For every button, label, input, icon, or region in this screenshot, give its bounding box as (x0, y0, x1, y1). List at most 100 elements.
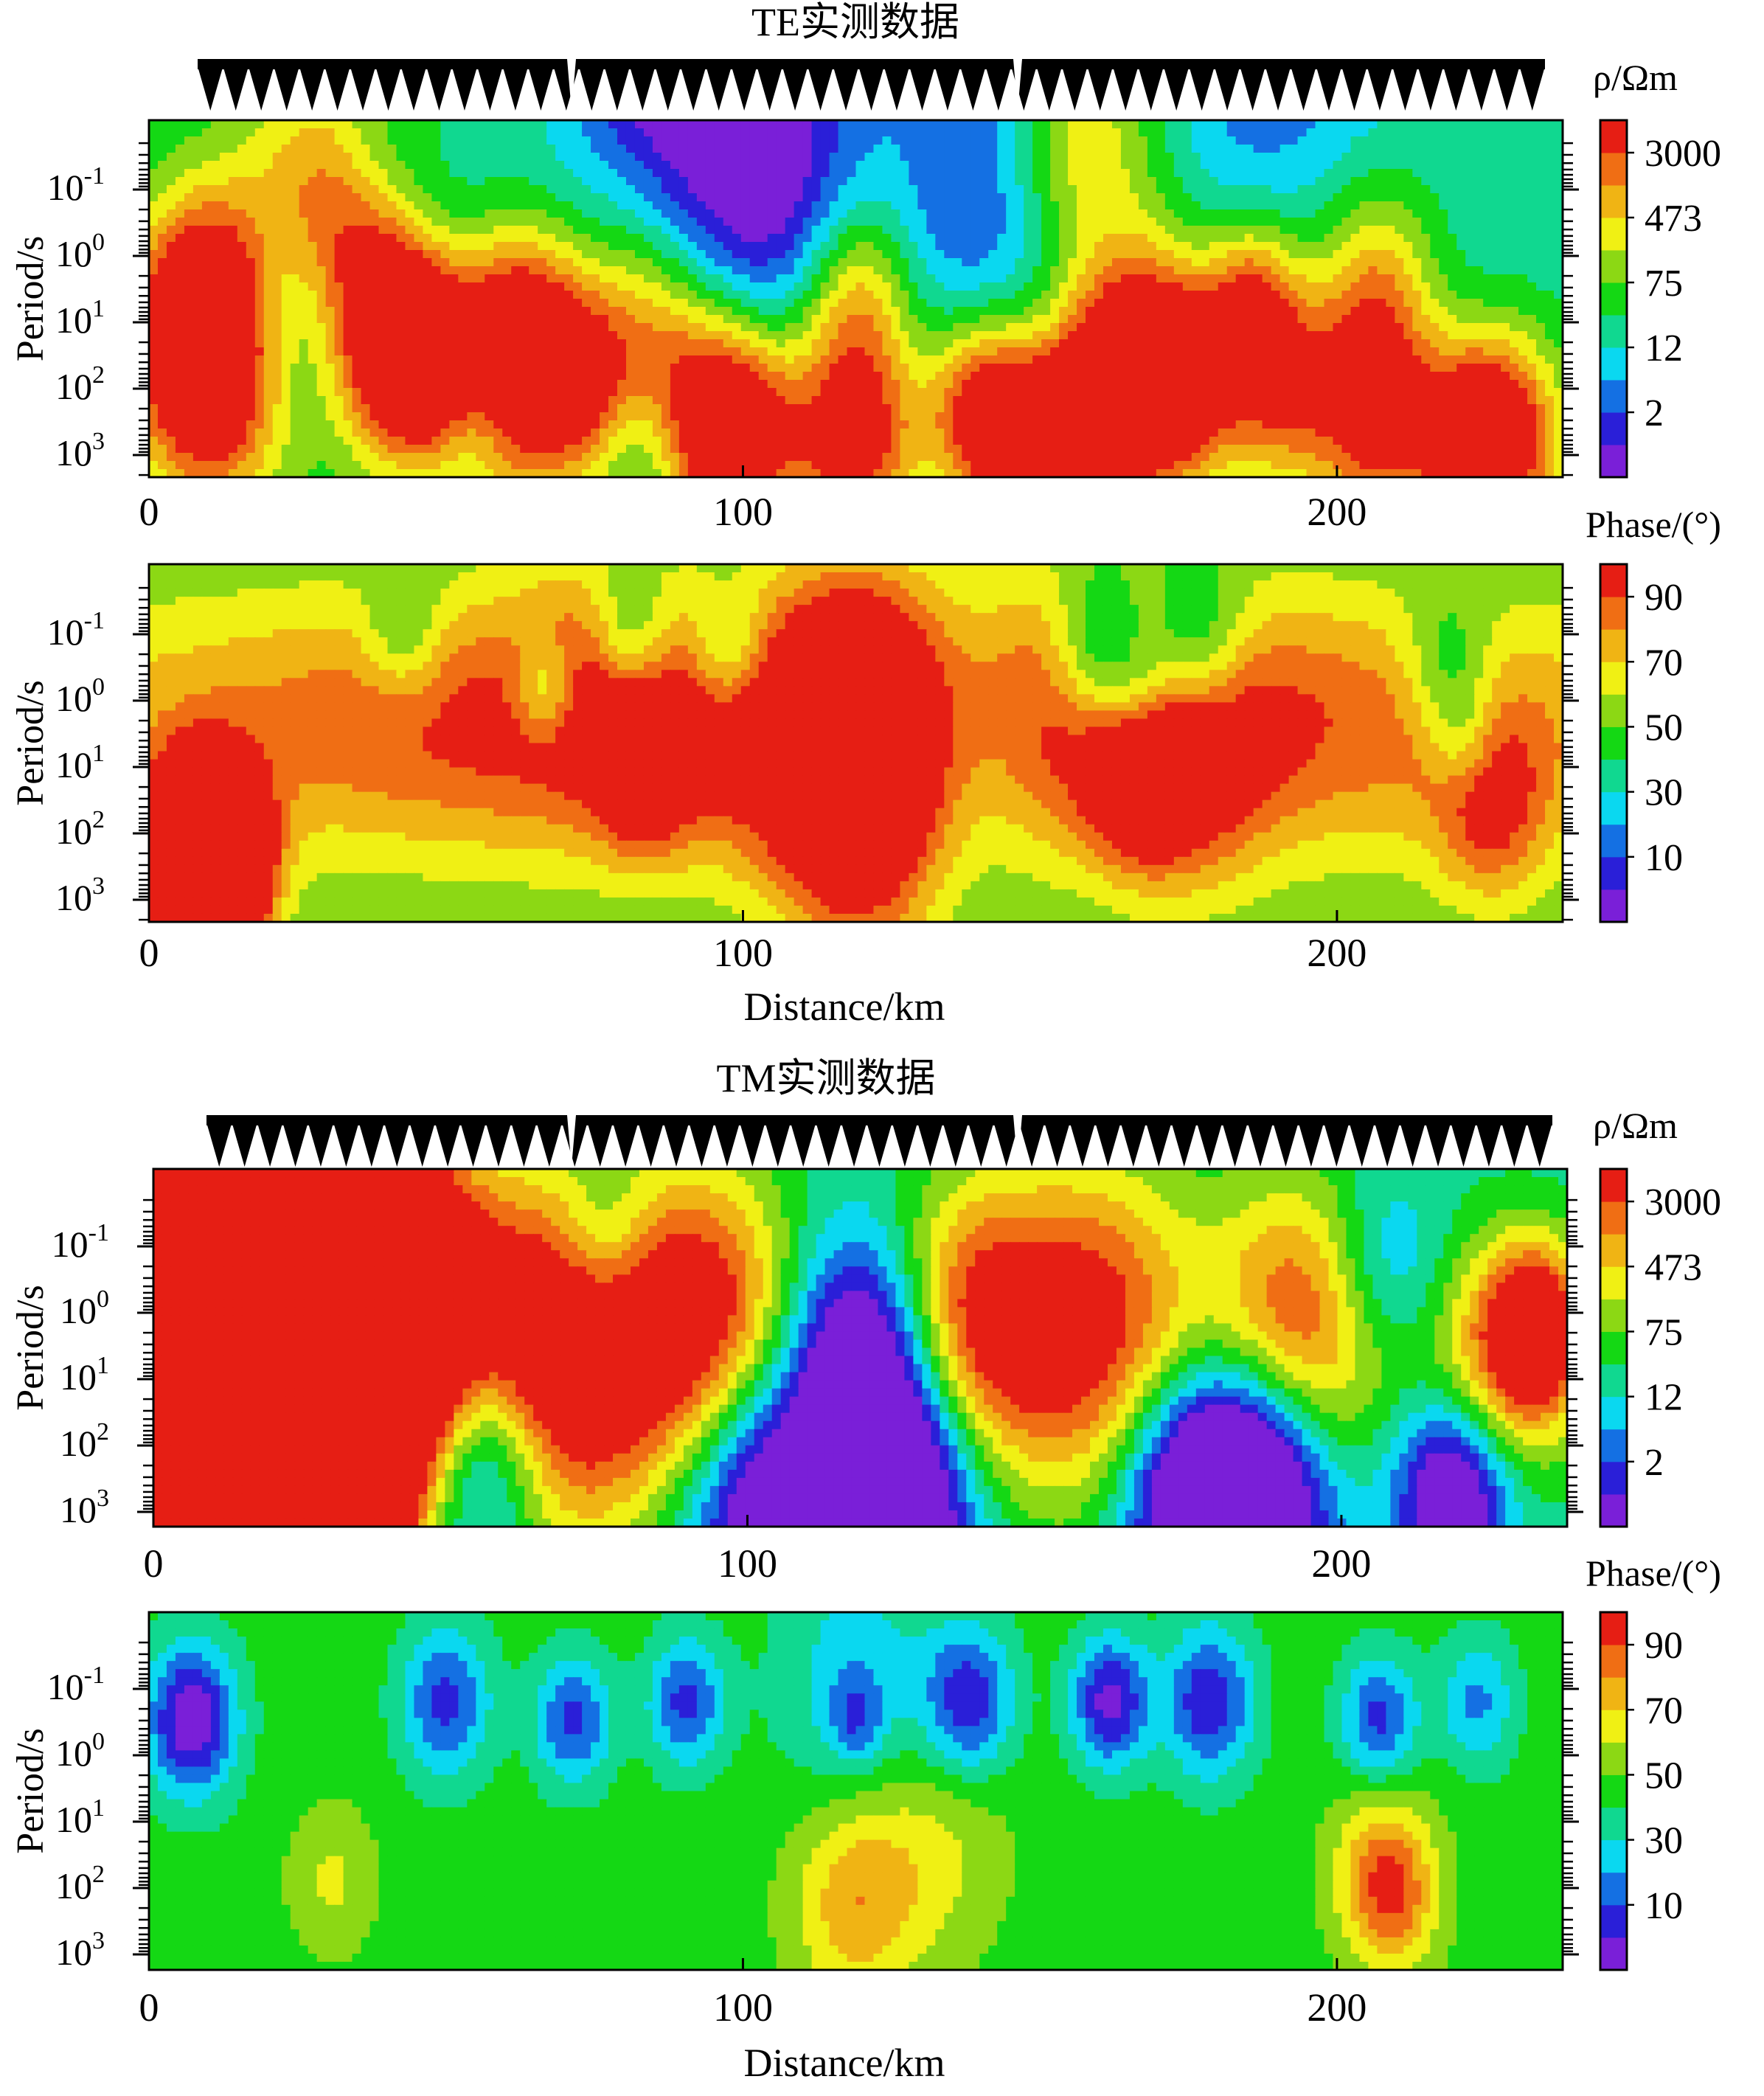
contour-cell (1474, 274, 1484, 283)
contour-cell (538, 266, 547, 275)
contour-cell (1350, 185, 1360, 194)
contour-cell (529, 299, 538, 308)
contour-cell (1421, 323, 1431, 332)
contour-cell (449, 120, 459, 129)
contour-cell (688, 355, 698, 364)
contour-cell (1280, 323, 1290, 332)
contour-cell (1245, 161, 1254, 170)
contour-cell (617, 323, 627, 332)
contour-cell (1218, 250, 1228, 259)
contour-cell (387, 234, 397, 243)
contour-cell (1183, 185, 1192, 194)
contour-cell (1165, 185, 1175, 194)
contour-cell (732, 291, 742, 299)
contour-cell (158, 355, 167, 364)
contour-cell (1501, 250, 1510, 259)
contour-cell (211, 185, 220, 194)
contour-cell (1218, 299, 1228, 308)
contour-cell (176, 120, 185, 129)
contour-cell (1333, 323, 1342, 332)
contour-cell (1041, 323, 1051, 332)
contour-cell (1209, 347, 1219, 356)
contour-cell (555, 355, 565, 364)
contour-cell (1439, 274, 1448, 283)
contour-cell (370, 120, 380, 129)
contour-cell (1307, 299, 1316, 308)
contour-cell (264, 201, 274, 210)
contour-cell (900, 128, 909, 137)
contour-cell (935, 339, 945, 348)
contour-cell (1121, 136, 1131, 145)
contour-cell (167, 282, 176, 291)
contour-cell (900, 136, 909, 145)
contour-cell (1439, 339, 1448, 348)
contour-cell (1209, 136, 1219, 145)
contour-cell (1121, 355, 1131, 364)
contour-cell (1077, 355, 1086, 364)
contour-cell (184, 266, 194, 275)
contour-cell (1439, 128, 1448, 137)
contour-cell (1245, 128, 1254, 137)
contour-cell (777, 291, 786, 299)
contour-cell (1059, 258, 1069, 267)
contour-cell (529, 201, 538, 210)
contour-cell (344, 323, 353, 332)
contour-cell (1395, 209, 1404, 218)
contour-cell (1386, 234, 1395, 243)
station-marker (401, 66, 426, 111)
contour-cell (1377, 169, 1386, 178)
contour-cell (900, 185, 909, 194)
contour-cell (379, 339, 389, 348)
contour-cell (582, 153, 591, 162)
contour-cell (785, 347, 795, 356)
contour-cell (935, 136, 945, 145)
contour-cell (361, 242, 371, 251)
contour-cell (1121, 307, 1131, 316)
contour-cell (440, 323, 450, 332)
contour-cell (511, 315, 521, 324)
contour-cell (670, 323, 680, 332)
contour-cell (1254, 218, 1263, 226)
contour-cell (1059, 153, 1069, 162)
contour-cell (449, 307, 459, 316)
contour-cell (1501, 274, 1510, 283)
contour-cell (387, 242, 397, 251)
contour-cell (1298, 347, 1308, 356)
contour-cell (1307, 153, 1316, 162)
contour-cell (1165, 323, 1175, 332)
contour-cell (573, 315, 583, 324)
contour-cell (1456, 209, 1466, 218)
contour-cell (476, 209, 485, 218)
contour-cell (785, 339, 795, 348)
contour-cell (1050, 291, 1060, 299)
contour-cell (1421, 274, 1431, 283)
contour-cell (255, 274, 265, 283)
station-triangles-te (198, 59, 1545, 111)
contour-cell (962, 169, 971, 178)
contour-cell (1545, 258, 1555, 267)
contour-cell (1280, 339, 1290, 348)
contour-cell (917, 258, 927, 267)
contour-cell (423, 185, 432, 194)
contour-cell (617, 120, 627, 129)
contour-cell (493, 347, 503, 356)
contour-cell (449, 185, 459, 194)
contour-cell (926, 258, 936, 267)
contour-cell (1174, 242, 1184, 251)
contour-cell (1227, 226, 1237, 235)
contour-cell (291, 250, 300, 259)
contour-cell (193, 339, 203, 348)
contour-cell (856, 242, 866, 251)
contour-cell (1112, 120, 1122, 129)
contour-cell (626, 193, 636, 202)
contour-cell (1350, 242, 1360, 251)
contour-cell (635, 120, 645, 129)
contour-cell (873, 145, 883, 153)
contour-cell (149, 145, 159, 153)
contour-cell (229, 315, 238, 324)
contour-cell (856, 347, 866, 356)
contour-cell (688, 120, 698, 129)
contour-cell (493, 136, 503, 145)
contour-cell (679, 169, 689, 178)
contour-cell (246, 234, 256, 243)
